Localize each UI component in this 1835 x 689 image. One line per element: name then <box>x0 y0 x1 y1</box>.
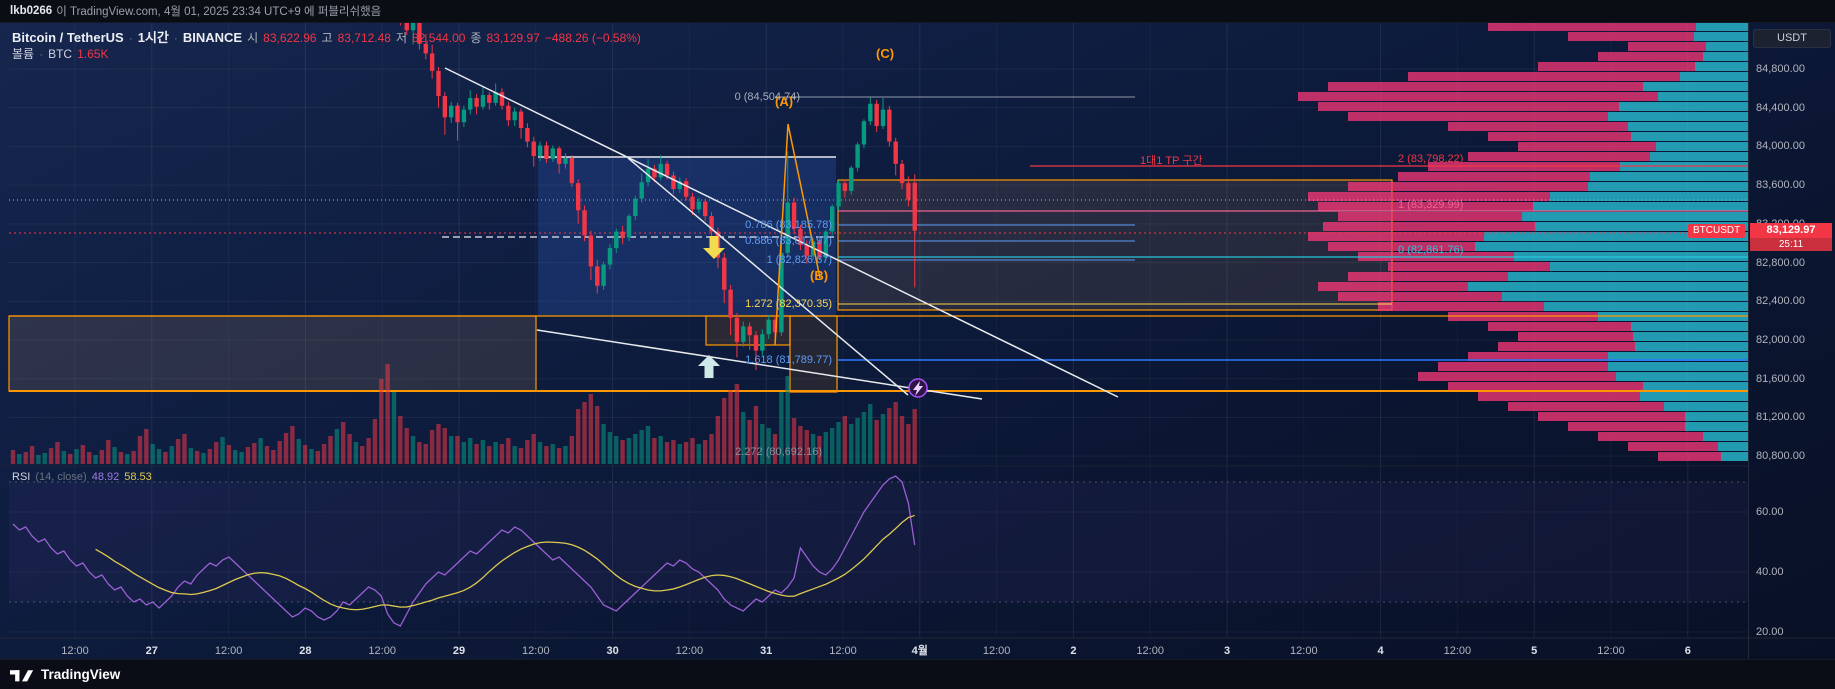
high-label: 고 <box>321 31 333 45</box>
rsi-label[interactable]: RSI <box>12 471 31 483</box>
low-value: 82,544.00 <box>412 31 466 45</box>
exchange-label: BINANCE <box>182 30 243 45</box>
volume-row: 볼륨 · BTC 1.65K <box>12 45 108 62</box>
tradingview-logo-icon[interactable] <box>10 667 34 682</box>
symbol-header: Bitcoin / TetherUS · 1시간 · BINANCE 시 83,… <box>12 27 641 46</box>
rsi-band <box>9 481 1748 603</box>
candle-countdown: 25:11 <box>1750 238 1832 251</box>
rsi-row: RSI (14, close) 48.92 58.53 <box>12 471 152 483</box>
separator-dot: · <box>39 47 44 61</box>
volume-unit: BTC <box>48 47 73 61</box>
rsi-ma-value: 58.53 <box>124 471 152 483</box>
separator-dot: · <box>128 31 133 45</box>
arrow-up-marker <box>698 355 720 378</box>
rsi-params: (14, close) <box>35 471 87 483</box>
last-price-value: 83,129.97 <box>1750 223 1832 238</box>
publish-author: lkb0266 <box>10 5 53 17</box>
horizontal-lines <box>9 96 1748 392</box>
low-label: 저 <box>395 31 408 45</box>
interval-label[interactable]: 1시간 <box>137 30 169 45</box>
arrow-down-marker <box>703 236 725 259</box>
footer-bar: TradingView <box>0 659 1835 689</box>
wave-a-label[interactable]: (A) <box>775 94 794 109</box>
volume-value: 1.65K <box>77 47 109 61</box>
price-line-symbol-tag: BTCUSDT <box>1688 224 1746 238</box>
lightning-marker <box>908 378 928 398</box>
rsi-value: 48.92 <box>91 471 120 483</box>
publish-text: 이 TradingView.com, 4월 01, 2025 23:34 UTC… <box>56 6 382 18</box>
publish-bar: lkb0266 이 TradingView.com, 4월 01, 2025 2… <box>0 0 1835 23</box>
close-label: 종 <box>470 31 482 45</box>
volume-histogram <box>10 364 917 464</box>
pane-separators <box>0 22 1835 660</box>
tp-zone-label[interactable]: 1대1 TP 구간 <box>1140 155 1203 167</box>
open-value: 83,622.96 <box>263 31 317 45</box>
tradingview-brand[interactable]: TradingView <box>41 667 121 682</box>
high-value: 83,712.48 <box>337 31 391 45</box>
close-value: 83,129.97 <box>486 31 540 45</box>
volume-label: 볼륨 <box>12 47 35 61</box>
open-label: 시 <box>247 31 259 45</box>
wave-c-label[interactable]: (C) <box>876 46 895 61</box>
trendline-drawings <box>444 67 1119 400</box>
rsi-plot <box>12 475 916 627</box>
wave-b-label[interactable]: (B) <box>810 268 829 283</box>
last-price-badge: 83,129.97 25:11 <box>1750 223 1832 251</box>
separator-dot: · <box>173 31 178 45</box>
currency-button[interactable]: USDT <box>1753 29 1831 48</box>
change-value: −488.26 (−0.58%) <box>544 31 641 45</box>
symbol-name[interactable]: Bitcoin / TetherUS <box>12 30 124 45</box>
